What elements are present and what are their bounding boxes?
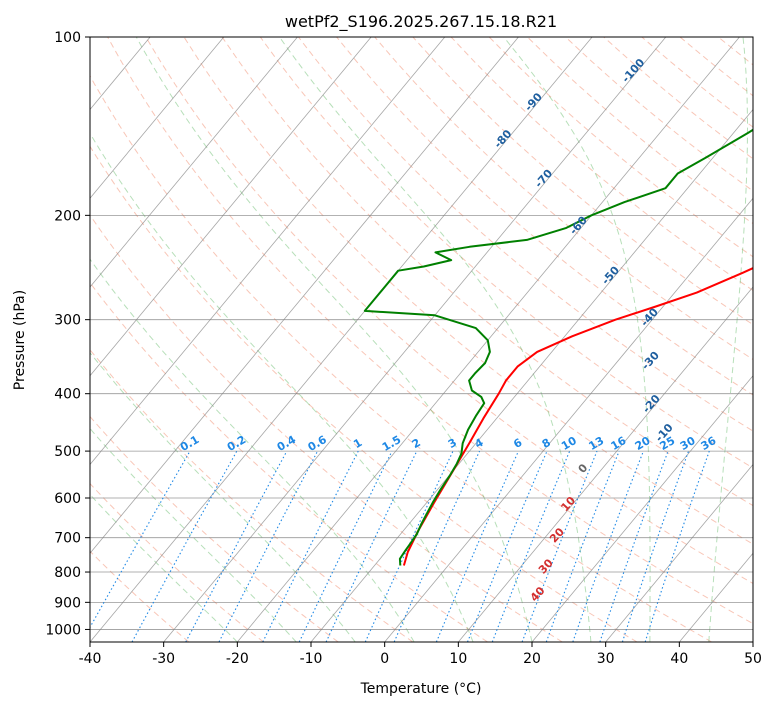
mixing-ratio-line [131,450,238,642]
isotherm-line [458,286,753,642]
dry-adiabat-line [90,74,712,642]
sounding-lines [363,128,753,566]
moist-adiabat-line [503,37,651,642]
y-tick-label: 700 [54,531,81,547]
plot-frame [89,36,754,643]
isotherm-line [90,37,593,642]
isotherm-line [384,197,753,642]
mixing-ratio-line [466,450,548,642]
isotherm-line [90,37,298,288]
moist-adiabat-line [708,37,748,642]
dry-adiabat-line [412,37,753,326]
x-tick-label: 0 [380,651,389,667]
y-tick-label: 200 [54,208,81,224]
isotherm-line [531,375,753,642]
mixing-ratio-line [262,450,359,642]
isotherm-line [90,37,519,554]
isotherm-line [90,37,372,377]
chart-title: wetPf2_S196.2025.267.15.18.R21 [285,12,557,32]
x-tick-label: 20 [523,651,541,667]
moist-adiabat-line [90,351,356,642]
mixing-ratio-line [599,450,669,642]
x-tick-label: 40 [670,651,688,667]
mixing-ratio-line [644,450,710,642]
moist-adiabat-line [90,258,415,642]
mixing-ratio-line [545,450,620,642]
dry-adiabat-line [90,482,264,642]
moist-adiabat-line [279,37,592,642]
y-tick-label: 900 [54,595,81,611]
x-tick-label: 50 [744,651,762,667]
y-tick-label: 400 [54,387,81,403]
y-tick-label: 1000 [45,622,81,638]
y-tick-label: 100 [54,30,81,46]
mixing-ratio-line [521,450,598,642]
y-tick-label: 300 [54,313,81,329]
isotherm-line [163,37,667,642]
y-axis-label: Pressure (hPa) [12,290,28,390]
dewpoint-line [363,128,753,566]
dry-adiabat-line [336,37,753,396]
isotherm-line [90,37,446,466]
dry-adiabat-line [374,37,753,361]
isotherm-line [605,463,753,642]
x-axis-label: Temperature (°C) [360,681,482,697]
moist-adiabat-line [90,132,474,642]
x-tick-label: -40 [79,651,102,667]
dry-adiabat-line [90,145,638,642]
mixing-ratio-line [491,450,571,642]
dry-adiabat-line [90,281,488,642]
isotherm-line [90,37,225,199]
mixing-ratio-line [435,450,519,642]
dry-adiabat-line [90,550,190,642]
moist-adiabat-line [135,37,533,642]
dry-adiabat-line [90,348,414,642]
x-tick-label: 30 [597,651,615,667]
y-tick-label: 800 [54,565,81,581]
y-tick-label: 500 [54,444,81,460]
isotherm-line [310,108,753,642]
mixing-ratio-line [621,450,690,642]
mixing-ratio-line [185,450,288,642]
x-tick-label: -20 [226,651,249,667]
mixing-ratio-line [572,450,644,642]
mixing-ratio-line [393,450,481,642]
x-tick-label: 10 [449,651,467,667]
x-tick-label: -10 [300,651,323,667]
mixing-ratio-line [90,450,191,629]
moist-adiabat-line [90,493,238,642]
x-tick-label: -30 [152,651,175,667]
background-lines [90,37,753,642]
y-tick-label: 600 [54,491,81,507]
